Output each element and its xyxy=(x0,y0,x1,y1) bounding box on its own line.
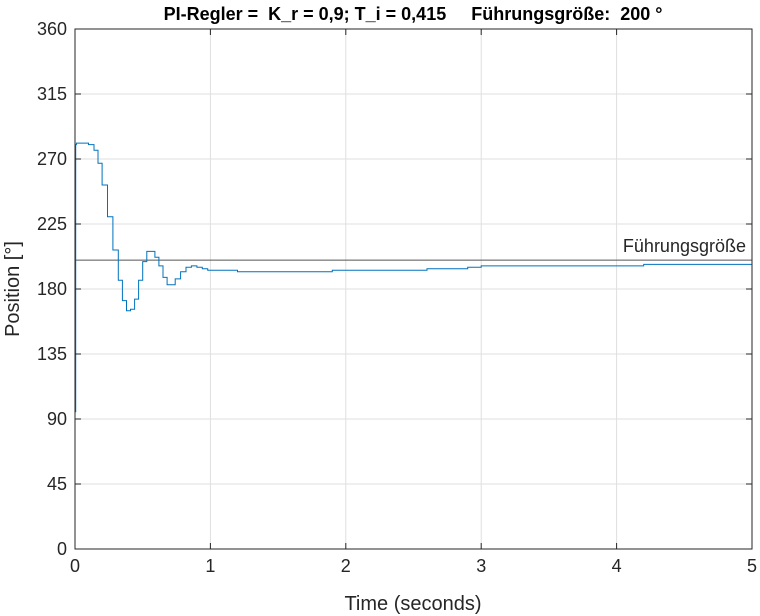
y-axis-label: Position [°] xyxy=(2,241,24,337)
y-tick-label: 90 xyxy=(47,409,67,429)
y-tick-label: 225 xyxy=(37,214,67,234)
x-axis-label: Time (seconds) xyxy=(344,593,481,615)
y-tick-label: 315 xyxy=(37,84,67,104)
x-tick-label: 5 xyxy=(747,556,757,576)
x-ticks: 0 1 2 3 4 5 xyxy=(70,29,757,576)
series-line xyxy=(75,142,752,413)
y-tick-label: 360 xyxy=(37,19,67,39)
reference-line-group: Führungsgröße xyxy=(75,236,752,261)
y-tick-label: 45 xyxy=(47,474,67,494)
x-tick-label: 2 xyxy=(341,556,351,576)
x-tick-label: 0 xyxy=(70,556,80,576)
x-tick-label: 4 xyxy=(612,556,622,576)
x-tick-label: 1 xyxy=(205,556,215,576)
x-tick-label: 3 xyxy=(476,556,486,576)
y-ticks: 0 45 90 135 180 225 270 315 360 xyxy=(37,19,752,559)
y-tick-label: 135 xyxy=(37,344,67,364)
reference-label: Führungsgröße xyxy=(623,236,746,256)
y-tick-label: 270 xyxy=(37,149,67,169)
chart-title: PI-Regler = K_r = 0,9; T_i = 0,415 Führu… xyxy=(164,4,663,24)
y-tick-label: 0 xyxy=(57,539,67,559)
y-tick-label: 180 xyxy=(37,279,67,299)
